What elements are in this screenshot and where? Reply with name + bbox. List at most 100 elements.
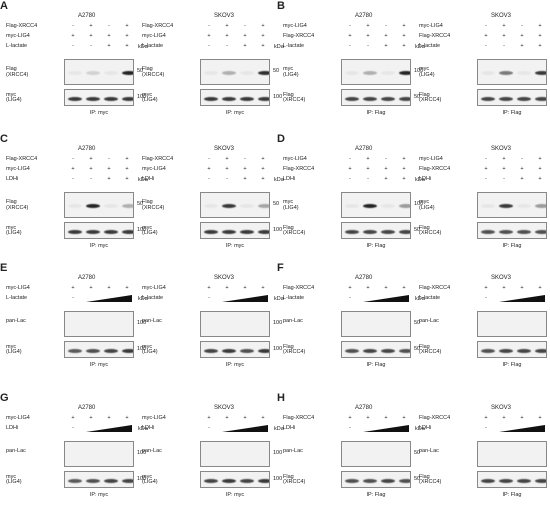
plus-sign: + <box>89 285 93 291</box>
cell-line-title: SKOV3 <box>214 146 235 152</box>
condition-label: myc-LIG4 <box>142 33 166 39</box>
antibody-label: pan-Lac <box>142 318 162 324</box>
condition-label: myc-LIG4 <box>142 415 166 421</box>
molecular-weight-marker: 100 <box>137 226 147 233</box>
dose-gradient-wedge <box>363 425 409 432</box>
plus-sign: + <box>125 33 129 39</box>
protein-band <box>481 229 495 234</box>
panel-g: G A2780 myc-LIG4 + + + + LDHi - kDa pan-Lac 100 myc(… <box>0 392 284 520</box>
blot-membrane <box>477 441 547 467</box>
blot-block-a2780: A2780 myc-LIG4 - + - + Flag-XRCC4 + + + + LDHi - - + + k… <box>283 133 425 261</box>
condition-label: Flag-XRCC4 <box>283 285 315 291</box>
condition-label: myc-LIG4 <box>6 166 30 172</box>
plus-sign: + <box>502 33 506 39</box>
blot-membrane <box>200 222 270 239</box>
plus-sign: + <box>366 156 370 162</box>
cell-line-title: A2780 <box>78 13 96 19</box>
protein-band <box>517 348 531 353</box>
minus-sign: - <box>521 23 523 29</box>
protein-band <box>86 71 100 75</box>
antibody-label: Flag (XRCC4) <box>142 199 165 211</box>
panel-letter: H <box>277 392 285 404</box>
protein-band <box>86 229 100 234</box>
minus-sign: - <box>208 156 210 162</box>
condition-label: LDHi <box>419 425 432 431</box>
protein-band <box>517 204 531 208</box>
protein-band <box>535 478 546 483</box>
cell-line-title: SKOV3 <box>491 13 512 19</box>
protein-band <box>363 478 377 483</box>
condition-label: myc-LIG4 <box>283 23 307 29</box>
condition-label: myc-LIG4 <box>419 156 443 162</box>
condition-label: Flag-XRCC4 <box>6 156 38 162</box>
minus-sign: - <box>385 156 387 162</box>
antibody-label: myc (LIG4) <box>142 91 158 103</box>
protein-band <box>517 229 531 234</box>
plus-sign: + <box>89 23 93 29</box>
blot-block-a2780: A2780 Flag-XRCC4 - + - + myc-LIG4 + + + + L-lactate… <box>6 0 148 128</box>
plus-sign: + <box>502 23 506 29</box>
panel-letter: C <box>0 133 8 145</box>
minus-sign: - <box>244 23 246 29</box>
kda-label: kDa <box>138 426 148 432</box>
molecular-weight-marker: 100 <box>273 475 283 482</box>
protein-band <box>517 96 531 101</box>
minus-sign: - <box>485 295 487 301</box>
protein-band <box>240 204 254 208</box>
antibody-label: myc (LIG4) <box>6 91 22 103</box>
dose-gradient-wedge <box>499 295 545 302</box>
condition-label: Flag-XRCC4 <box>419 166 451 172</box>
plus-sign: + <box>402 23 406 29</box>
plus-sign: + <box>366 415 370 421</box>
antibody-label: Flag (XRCC4) <box>6 66 29 78</box>
protein-band <box>399 204 410 208</box>
protein-band <box>381 204 395 208</box>
panel-h: H A2780 Flag-XRCC4 + + + + LDHi - kDa pan-Lac 50 Fla… <box>277 392 550 520</box>
plus-sign: + <box>125 285 129 291</box>
molecular-weight-marker: 50 <box>414 345 421 352</box>
minus-sign: - <box>72 156 74 162</box>
plus-sign: + <box>348 285 352 291</box>
blot-block-a2780: A2780 myc-LIG4 - + - + Flag-XRCC4 + + + + L-lactate… <box>283 0 425 128</box>
minus-sign: - <box>226 43 228 49</box>
minus-sign: - <box>349 425 351 431</box>
condition-label: myc-LIG4 <box>142 166 166 172</box>
protein-band <box>222 71 236 75</box>
blot-membrane <box>477 59 547 85</box>
cell-line-title: A2780 <box>355 275 373 281</box>
plus-sign: + <box>261 33 265 39</box>
protein-band <box>499 229 513 234</box>
antibody-label: Flag (XRCC4) <box>283 473 306 485</box>
protein-band <box>345 71 359 75</box>
blot-membrane <box>477 471 547 488</box>
blot-membrane <box>200 192 270 218</box>
protein-band <box>258 348 269 353</box>
plus-sign: + <box>125 156 129 162</box>
minus-sign: - <box>72 425 74 431</box>
protein-band <box>399 478 410 483</box>
plus-sign: + <box>89 166 93 172</box>
protein-band <box>381 71 395 75</box>
condition-label: L-lactate <box>6 43 28 49</box>
protein-band <box>258 229 269 234</box>
molecular-weight-marker: 100 <box>273 450 283 456</box>
protein-band <box>258 71 269 75</box>
protein-band <box>481 204 495 208</box>
molecular-weight-marker: 100 <box>137 475 147 482</box>
blot-block-skov3: SKOV3myc-LIG4-+-+Flag-XRCC4++++LDHi--++k… <box>419 133 550 261</box>
plus-sign: + <box>366 285 370 291</box>
plus-sign: + <box>348 415 352 421</box>
minus-sign: - <box>108 23 110 29</box>
antibody-label: pan-Lac <box>142 448 162 454</box>
condition-label: myc-LIG4 <box>142 285 166 291</box>
protein-band <box>517 478 531 483</box>
protein-band <box>68 478 82 483</box>
protein-band <box>122 96 133 101</box>
plus-sign: + <box>107 176 111 182</box>
plus-sign: + <box>384 176 388 182</box>
plus-sign: + <box>125 43 129 49</box>
condition-label: LDHi <box>283 176 296 182</box>
blot-membrane <box>341 89 411 106</box>
ip-label: IP: Flag <box>502 110 522 116</box>
plus-sign: + <box>225 285 229 291</box>
